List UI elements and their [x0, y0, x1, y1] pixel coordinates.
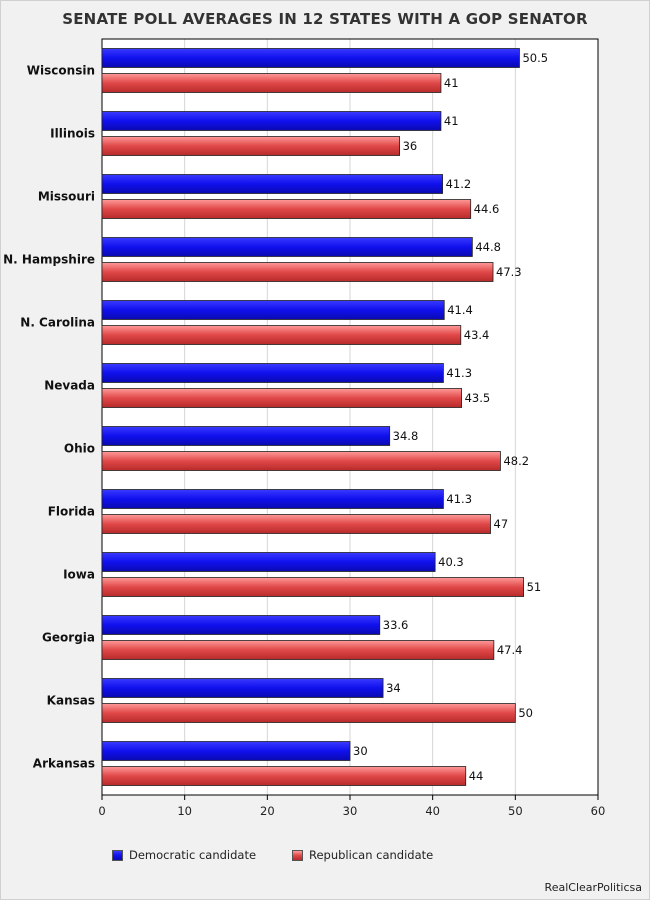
category-label: Iowa: [63, 568, 95, 582]
legend-swatch-republican: [292, 849, 303, 861]
bar-democratic: [101, 363, 444, 383]
plot-border: [101, 38, 599, 796]
category-label: Arkansas: [33, 757, 95, 771]
data-label-republican: 47.4: [497, 643, 523, 657]
category-label: Nevada: [44, 379, 95, 393]
category-label: Ohio: [64, 442, 95, 456]
legend-swatch-democratic: [112, 849, 123, 861]
bar-democratic: [101, 552, 436, 572]
bar-democratic: [101, 489, 444, 509]
category-label: Georgia: [42, 631, 95, 645]
x-tick-label: 20: [260, 804, 275, 818]
bar-republican: [101, 577, 525, 597]
bar-republican: [101, 262, 494, 282]
data-label-republican: 36: [403, 139, 418, 153]
data-label-republican: 51: [527, 580, 542, 594]
data-label-republican: 41: [444, 76, 459, 90]
data-label-democratic: 33.6: [383, 618, 409, 632]
bar-democratic: [101, 426, 391, 446]
bar-democratic: [101, 300, 445, 320]
bar-republican: [101, 703, 516, 723]
data-label-republican: 44.6: [474, 202, 500, 216]
bar-republican: [101, 514, 491, 534]
category-label: N. Hampshire: [3, 253, 95, 267]
data-label-democratic: 41: [444, 114, 459, 128]
data-label-democratic: 41.4: [447, 303, 473, 317]
bar-republican: [101, 325, 462, 345]
category-label: Illinois: [50, 127, 95, 141]
data-label-democratic: 41.2: [446, 177, 472, 191]
x-tick-label: 40: [425, 804, 440, 818]
x-tick-label: 50: [508, 804, 523, 818]
bar-republican: [101, 388, 463, 408]
bar-republican: [101, 199, 472, 219]
legend-item-democratic: Democratic candidate: [112, 848, 256, 862]
data-label-republican: 47.3: [496, 265, 522, 279]
bar-republican: [101, 766, 467, 786]
source-credit: RealClearPoliticsa: [544, 881, 642, 894]
data-label-democratic: 41.3: [446, 366, 472, 380]
bar-republican: [101, 640, 495, 660]
bar-democratic: [101, 48, 520, 68]
legend-item-republican: Republican candidate: [292, 848, 433, 862]
x-tick-label: 0: [98, 804, 105, 818]
data-label-democratic: 44.8: [475, 240, 501, 254]
data-label-democratic: 34.8: [393, 429, 419, 443]
data-label-democratic: 50.5: [522, 51, 548, 65]
data-label-republican: 47: [494, 517, 509, 531]
data-label-republican: 50: [518, 706, 533, 720]
bar-republican: [101, 136, 401, 156]
data-label-democratic: 41.3: [446, 492, 472, 506]
bar-democratic: [101, 678, 384, 698]
bar-republican: [101, 73, 442, 93]
data-label-republican: 43.5: [465, 391, 491, 405]
data-label-democratic: 30: [353, 744, 368, 758]
data-label-republican: 48.2: [503, 454, 529, 468]
bar-republican: [101, 451, 501, 471]
bar-democratic: [101, 111, 442, 131]
category-label: Missouri: [38, 190, 95, 204]
bar-democratic: [101, 174, 443, 194]
category-label: Florida: [48, 505, 95, 519]
category-label: Wisconsin: [27, 64, 95, 78]
bar-democratic: [101, 237, 473, 257]
bar-democratic: [101, 741, 351, 761]
x-tick-label: 30: [343, 804, 358, 818]
data-label-democratic: 34: [386, 681, 401, 695]
data-label-republican: 43.4: [464, 328, 490, 342]
data-label-democratic: 40.3: [438, 555, 464, 569]
category-label: N. Carolina: [20, 316, 95, 330]
chart-title: SENATE POLL AVERAGES IN 12 STATES WITH A…: [62, 10, 588, 28]
data-label-republican: 44: [469, 769, 484, 783]
x-tick-label: 10: [177, 804, 192, 818]
x-tick-label: 60: [591, 804, 606, 818]
legend-label-democratic: Democratic candidate: [129, 848, 257, 862]
legend-label-republican: Republican candidate: [309, 848, 434, 862]
bar-democratic: [101, 615, 381, 635]
category-label: Kansas: [47, 694, 95, 708]
